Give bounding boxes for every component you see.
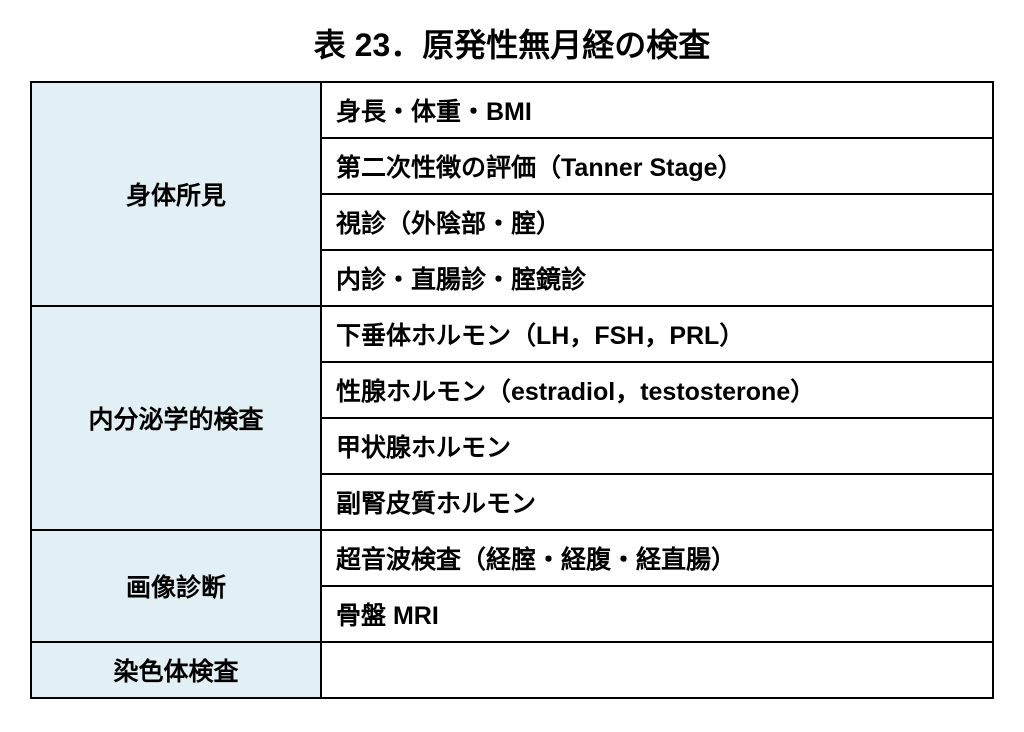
item-cell: 骨盤 MRI bbox=[321, 586, 993, 642]
category-cell: 画像診断 bbox=[31, 530, 321, 642]
item-cell: 超音波検査（経腟・経腹・経直腸） bbox=[321, 530, 993, 586]
item-cell: 甲状腺ホルモン bbox=[321, 418, 993, 474]
table-row: 身体所見 身長・体重・BMI bbox=[31, 82, 993, 138]
table-row: 染色体検査 bbox=[31, 642, 993, 698]
item-cell bbox=[321, 642, 993, 698]
item-cell: 下垂体ホルモン（LH，FSH，PRL） bbox=[321, 306, 993, 362]
item-cell: 第二次性徴の評価（Tanner Stage） bbox=[321, 138, 993, 194]
table-row: 内分泌学的検査 下垂体ホルモン（LH，FSH，PRL） bbox=[31, 306, 993, 362]
item-cell: 内診・直腸診・腟鏡診 bbox=[321, 250, 993, 306]
category-cell: 染色体検査 bbox=[31, 642, 321, 698]
table-title: 表 23．原発性無月経の検査 bbox=[30, 20, 994, 66]
item-cell: 身長・体重・BMI bbox=[321, 82, 993, 138]
table-row: 画像診断 超音波検査（経腟・経腹・経直腸） bbox=[31, 530, 993, 586]
category-cell: 内分泌学的検査 bbox=[31, 306, 321, 530]
category-cell: 身体所見 bbox=[31, 82, 321, 306]
item-cell: 視診（外陰部・腟） bbox=[321, 194, 993, 250]
examination-table: 身体所見 身長・体重・BMI 第二次性徴の評価（Tanner Stage） 視診… bbox=[30, 81, 994, 699]
item-cell: 性腺ホルモン（estradiol，testosterone） bbox=[321, 362, 993, 418]
item-cell: 副腎皮質ホルモン bbox=[321, 474, 993, 530]
